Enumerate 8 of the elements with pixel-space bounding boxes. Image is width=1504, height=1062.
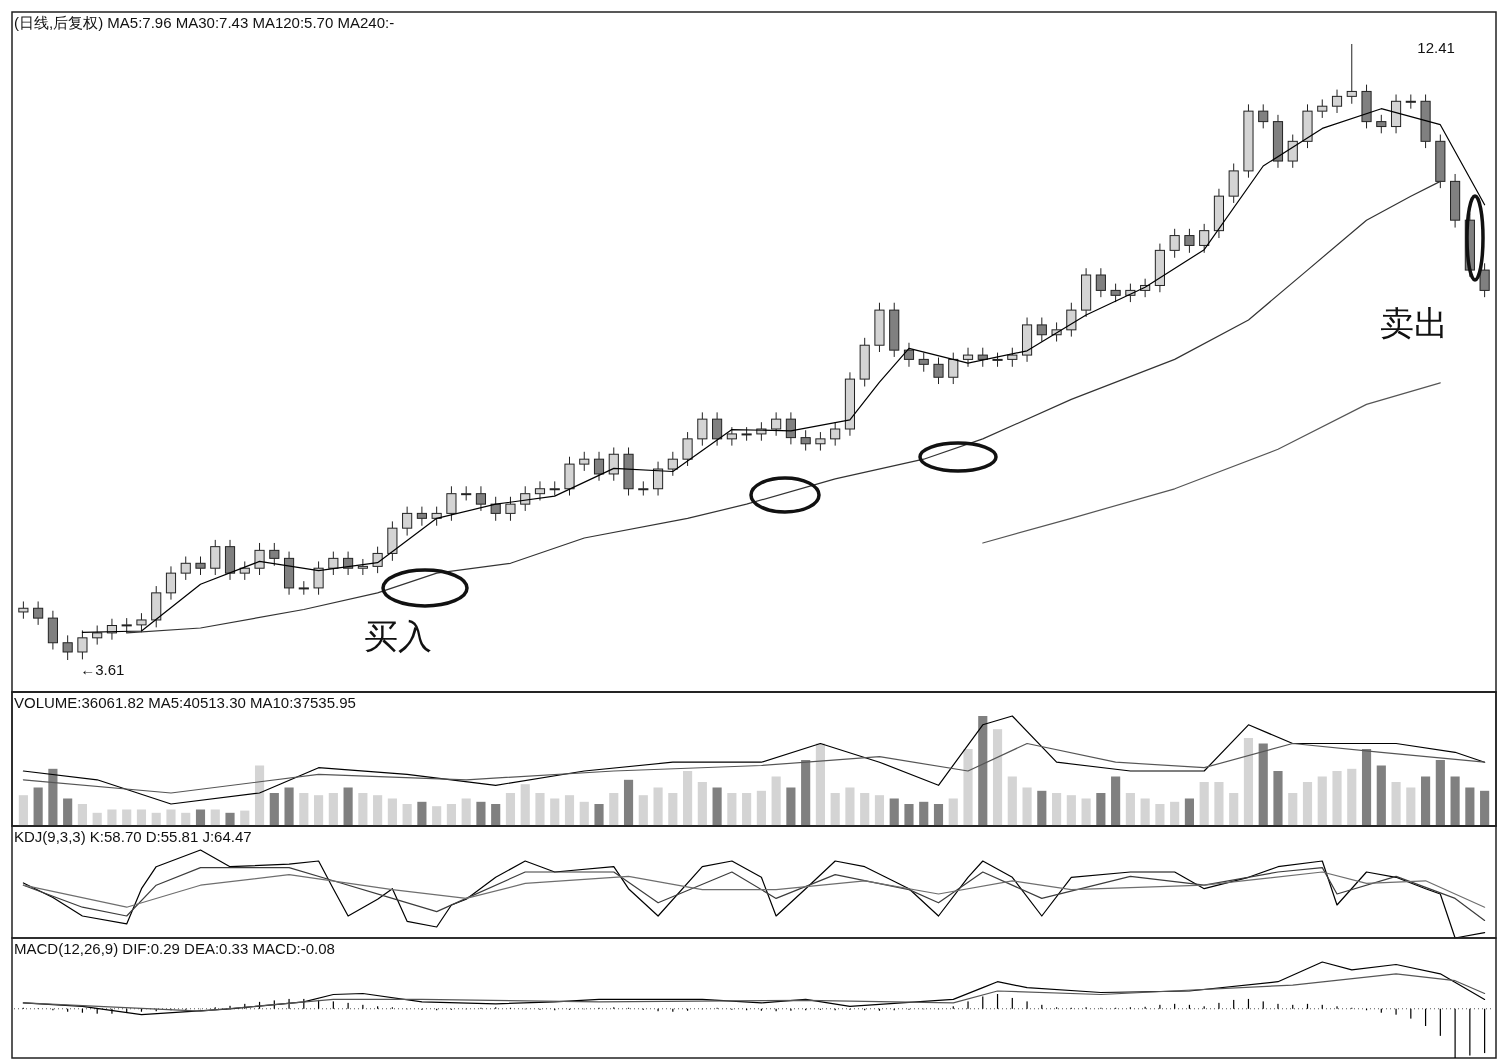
chart-title: (日线,后复权) MA5:7.96 MA30:7.43 MA120:5.70 MA240:- [14, 14, 395, 31]
chart-title: KDJ(9,3,3) K:58.70 D:55.81 J:64.47 [14, 828, 252, 845]
annotation: 卖出 [1380, 305, 1449, 342]
annotation: 12.41 [1417, 38, 1455, 56]
chart-title: VOLUME:36061.82 MA5:40513.30 MA10:37535.95 [14, 694, 356, 711]
annotation: 买入 [363, 617, 432, 655]
text: ←3.61 [80, 661, 125, 678]
chart-title: MACD(12,26,9) DIF:0.29 DEA:0.33 MACD:-0.08 [14, 940, 335, 957]
